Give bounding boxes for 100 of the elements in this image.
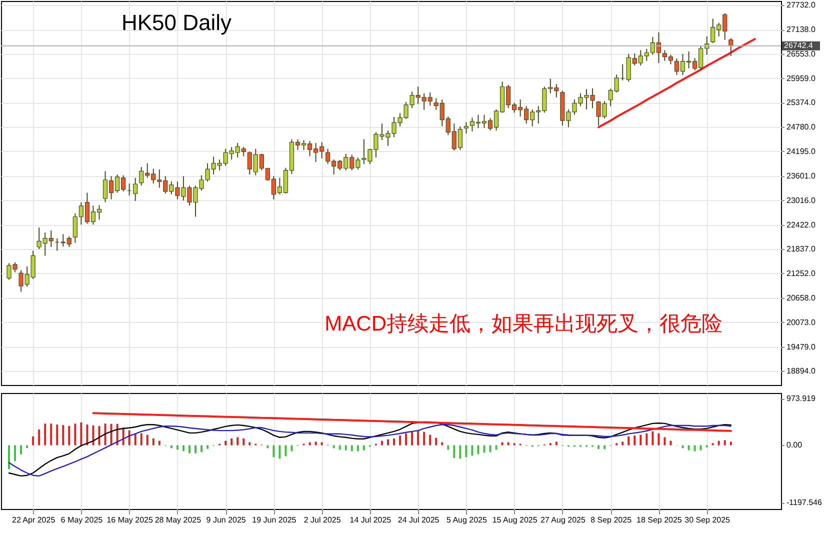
y-tick-label: 25959.0: [786, 74, 816, 83]
bar: [423, 432, 426, 446]
bar: [483, 445, 486, 453]
chart-title: HK50 Daily: [121, 10, 232, 35]
bar: [399, 435, 402, 446]
bar: [266, 445, 269, 448]
bar: [62, 425, 64, 446]
x-tick-label: 28 May 2025: [154, 516, 202, 524]
x-tick-label: 30 Sep 2025: [684, 516, 731, 524]
bar: [272, 445, 275, 458]
y-tick-label: 27138.0: [786, 25, 816, 34]
bar: [104, 424, 106, 446]
bar: [206, 445, 209, 449]
bar: [700, 445, 702, 450]
y-tick-label: 23016.0: [786, 196, 816, 205]
bar: [453, 445, 456, 458]
bar: [664, 437, 666, 446]
line-series: [598, 38, 756, 128]
bar: [459, 445, 462, 459]
bar: [80, 422, 82, 446]
bar: [152, 438, 154, 446]
bar: [236, 437, 239, 446]
x-tick-label: 8 Sep 2025: [590, 516, 632, 524]
bar: [429, 434, 432, 446]
bar: [682, 445, 684, 448]
bar: [50, 424, 52, 446]
annotation: MACD持续走低，如果再出现死叉，很危险: [324, 312, 723, 336]
bar: [628, 436, 630, 446]
bar: [146, 434, 148, 446]
bar: [32, 436, 34, 446]
bar: [74, 424, 76, 446]
bar: [92, 425, 94, 446]
bar: [646, 433, 648, 446]
y-tick-label: -1197.546: [786, 498, 822, 508]
x-tick-label: 9 Jun 2025: [206, 516, 246, 524]
bar: [688, 445, 690, 450]
bar: [640, 434, 642, 446]
bar: [140, 433, 142, 446]
y-tick-label: 18894.0: [786, 366, 816, 376]
bar: [495, 445, 498, 450]
y-tick-label: 23601.0: [786, 172, 816, 181]
bar: [658, 433, 660, 446]
y-tick-label: 27732.0: [786, 0, 816, 10]
x-tick-label: 18 Sep 2025: [636, 516, 682, 524]
bar: [290, 445, 293, 452]
x-tick-label: 2 Jul 2025: [304, 516, 342, 524]
bar: [44, 424, 46, 446]
y-tick-label: 21252.0: [786, 268, 816, 278]
y-tick-label: 24195.0: [786, 146, 816, 156]
ref-line-label: 26742.4: [784, 40, 814, 50]
x-tick-label: 14 Jul 2025: [350, 516, 392, 524]
bar: [405, 433, 408, 446]
x-tick-label: 24 Jul 2025: [398, 516, 440, 524]
x-tick-label: 22 Apr 2025: [12, 516, 56, 524]
y-tick-label: 19479.0: [786, 342, 816, 352]
y-tick-label: 26553.0: [786, 49, 816, 58]
bar: [68, 426, 70, 446]
bar: [477, 445, 480, 454]
bar: [188, 445, 190, 454]
y-tick-label: 25374.0: [786, 98, 816, 108]
bar: [447, 445, 450, 450]
bar: [555, 442, 558, 446]
bar: [344, 445, 347, 450]
bar: [435, 438, 438, 446]
bar: [652, 431, 654, 446]
bar: [598, 445, 600, 450]
bar: [332, 445, 335, 448]
bar: [386, 439, 389, 446]
bar: [338, 445, 341, 450]
bar: [176, 445, 178, 450]
bar: [86, 424, 88, 446]
y-tick-label: 24780.0: [786, 122, 816, 132]
bar: [38, 430, 40, 446]
bar: [622, 442, 624, 446]
y-tick-label: 21837.0: [786, 244, 816, 254]
bar: [230, 438, 233, 446]
bar: [604, 445, 606, 450]
bar: [411, 431, 414, 446]
bar: [362, 445, 365, 450]
bar: [20, 445, 22, 454]
bar: [170, 445, 172, 448]
x-tick-label: 15 Aug 2025: [492, 516, 538, 524]
bar: [242, 438, 245, 446]
bar: [417, 430, 420, 446]
bar: [8, 445, 10, 470]
x-tick-label: 19 Jun 2025: [252, 516, 297, 524]
bar: [356, 445, 359, 452]
y-tick-label: 20658.0: [786, 294, 816, 303]
bar: [200, 445, 203, 452]
bar: [471, 445, 474, 456]
bar: [694, 445, 696, 452]
x-tick-label: 6 May 2025: [60, 516, 104, 524]
candlestick: [464, 122, 468, 134]
bar: [724, 440, 726, 446]
bar: [284, 445, 287, 456]
y-tick-label: 22422.0: [786, 220, 816, 230]
bar: [350, 445, 353, 452]
bar: [489, 445, 492, 452]
bar: [730, 442, 732, 446]
line-series: [92, 412, 732, 432]
